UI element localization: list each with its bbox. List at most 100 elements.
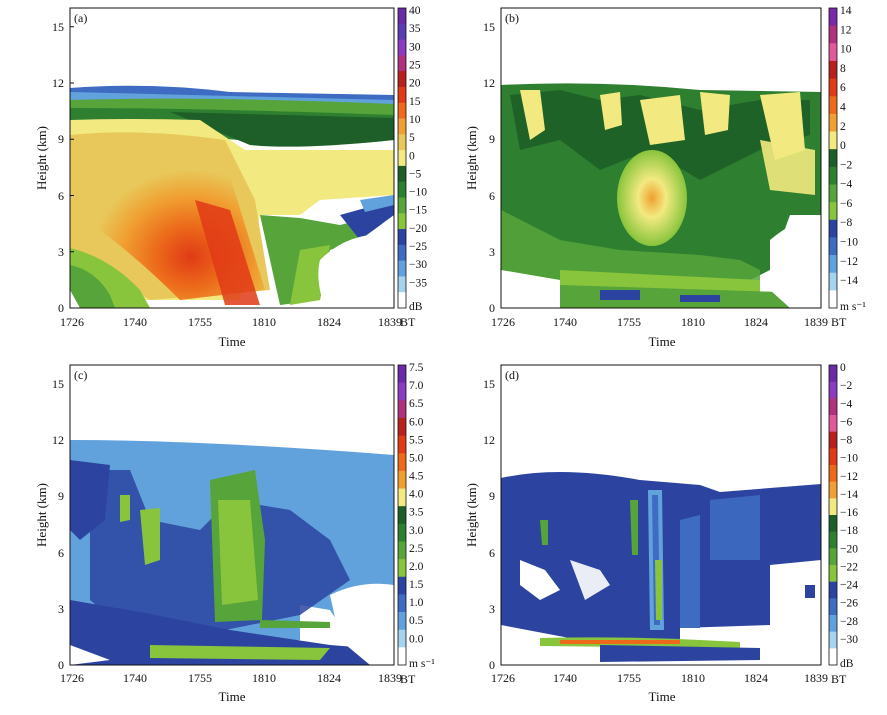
colorbar-swatch xyxy=(398,71,406,88)
ytick-b-15: 15 xyxy=(483,20,495,34)
ytick-b-12: 12 xyxy=(483,76,495,90)
colorbar-suffix: BT xyxy=(831,315,847,329)
colorbar-swatch xyxy=(829,237,837,256)
ytick-a-12: 12 xyxy=(52,76,64,90)
colorbar-tick-label: 35 xyxy=(409,23,421,35)
colorbar-tick-label: −28 xyxy=(840,616,858,628)
colorbar-tick-label: 5.5 xyxy=(409,434,424,446)
colorbar-tick-label: −35 xyxy=(409,277,427,289)
ytick-a-6: 6 xyxy=(58,189,64,203)
colorbar-tick-label: 14 xyxy=(840,5,852,17)
ytick-c-0: 0 xyxy=(58,658,64,672)
y-axis-a: 0 3 6 9 12 15 Height (km) xyxy=(34,20,74,315)
colorbar-swatch xyxy=(829,648,837,666)
colorbar-swatch xyxy=(398,260,406,277)
ytick-b-9: 9 xyxy=(489,132,495,146)
colorbar-tick-label: 8 xyxy=(840,63,846,75)
colorbar-tick-label: 10 xyxy=(840,44,852,56)
colorbar-swatch xyxy=(829,415,837,433)
colorbar-swatch xyxy=(829,290,837,309)
colorbar-swatch xyxy=(398,400,406,419)
plot-frame-a xyxy=(69,7,395,309)
ytick-c-15: 15 xyxy=(52,377,64,391)
colorbar-swatch xyxy=(829,60,837,80)
colorbar-swatch xyxy=(398,470,406,490)
colorbar-swatch xyxy=(829,581,837,599)
colorbar-swatch xyxy=(829,431,837,449)
xtick-d-3: 1810 xyxy=(681,671,705,685)
xtick-b-5: 1839 xyxy=(804,315,828,329)
xtick-d-5: 1839 xyxy=(804,671,828,685)
xtick-d-2: 1755 xyxy=(617,671,641,685)
colorbar-unit: dB xyxy=(840,658,854,670)
panel-label-b: (b) xyxy=(505,11,519,25)
ytick-a-9: 9 xyxy=(58,132,64,146)
colorbar-tick-label: −8 xyxy=(840,435,852,447)
colorbar-swatch xyxy=(398,181,406,198)
ytick-d-6: 6 xyxy=(489,546,495,560)
colorbar-swatch xyxy=(829,381,837,399)
colorbar-tick-label: −22 xyxy=(840,561,858,573)
colorbar-swatch xyxy=(829,149,837,168)
colorbar-tick-label: −2 xyxy=(840,380,852,392)
panel-label-a: (a) xyxy=(74,11,87,25)
colorbar-tick-label: 4 xyxy=(840,101,846,113)
panel-c: (c) 0 3 6 9 12 15 Height (km) 1726 1740 … xyxy=(34,362,435,704)
colorbar-tick-label: 20 xyxy=(409,78,421,90)
colorbar-tick-label: 4.0 xyxy=(409,489,424,501)
ylabel-d: Height (km) xyxy=(464,483,479,547)
colorbar-swatch xyxy=(398,23,406,41)
colorbar-swatch xyxy=(829,272,837,291)
xtick-b-0: 1726 xyxy=(491,315,515,329)
colorbar-swatch xyxy=(398,150,406,167)
ytick-c-3: 3 xyxy=(58,602,64,616)
xtick-c-2: 1755 xyxy=(188,671,212,685)
ytick-d-12: 12 xyxy=(483,433,495,447)
colorbar-tick-label: −12 xyxy=(840,471,858,483)
colorbar-swatch xyxy=(829,631,837,649)
ytick-d-3: 3 xyxy=(489,602,495,616)
colorbar-frame xyxy=(828,7,838,309)
plot-frame-d xyxy=(500,364,822,666)
ylabel-c: Height (km) xyxy=(34,483,49,547)
colorbar-swatch xyxy=(829,615,837,633)
colorbar-tick-label: 1.0 xyxy=(409,597,424,609)
colorbar-b: 14 12 10 8 6 4 2 0 −2 −4 −6 −8 −10 −12 −14 m s⁻¹ BT xyxy=(828,5,866,329)
colorbar-tick-label: 0 xyxy=(409,150,415,162)
colorbar-swatch xyxy=(829,25,837,44)
ylabel-b: Height (km) xyxy=(464,126,479,190)
colorbar-swatch xyxy=(829,398,837,416)
xlabel-d: Time xyxy=(649,689,676,704)
colorbar-tick-label: 5 xyxy=(409,132,415,144)
x-axis-d: 1726 1740 1755 1810 1824 1839 Time xyxy=(491,671,828,704)
colorbar-swatch xyxy=(398,559,406,578)
colorbar-unit: m s⁻¹ xyxy=(840,301,866,313)
colorbar-swatch xyxy=(398,55,406,72)
colorbar-tick-label: 40 xyxy=(409,5,421,17)
ytick-d-15: 15 xyxy=(483,377,495,391)
colorbar-swatch xyxy=(398,453,406,472)
colorbar-tick-label: 15 xyxy=(409,96,421,108)
colorbar-a: 40 35 30 25 20 15 10 5 0 −5 −10 −15 −20 −25 −30 −35 dB BT xyxy=(397,5,427,329)
plot-frame-c xyxy=(69,364,395,666)
colorbar-swatch xyxy=(829,43,837,62)
colorbar-tick-label: −10 xyxy=(840,237,858,249)
colorbar-frame xyxy=(397,7,407,309)
colorbar-swatch xyxy=(398,229,406,246)
colorbar-tick-label: 1.5 xyxy=(409,579,424,591)
colorbar-swatch xyxy=(829,166,837,185)
x-axis-b: 1726 1740 1755 1810 1824 1839 Time xyxy=(491,315,828,349)
colorbar-swatch xyxy=(398,118,406,135)
colorbar-tick-label: 2.0 xyxy=(409,561,424,573)
ytick-d-9: 9 xyxy=(489,489,495,503)
colorbar-swatch xyxy=(398,576,406,595)
plot-frame-b xyxy=(500,7,822,309)
colorbar-swatch xyxy=(829,448,837,466)
colorbar-tick-label: 0 xyxy=(840,140,846,152)
heatmap-d xyxy=(501,471,821,662)
colorbar-swatch xyxy=(829,8,837,27)
colorbar-tick-label: −2 xyxy=(840,159,852,171)
xlabel-a: Time xyxy=(219,334,246,349)
colorbar-swatch xyxy=(398,612,406,631)
colorbar-swatch xyxy=(398,276,406,293)
